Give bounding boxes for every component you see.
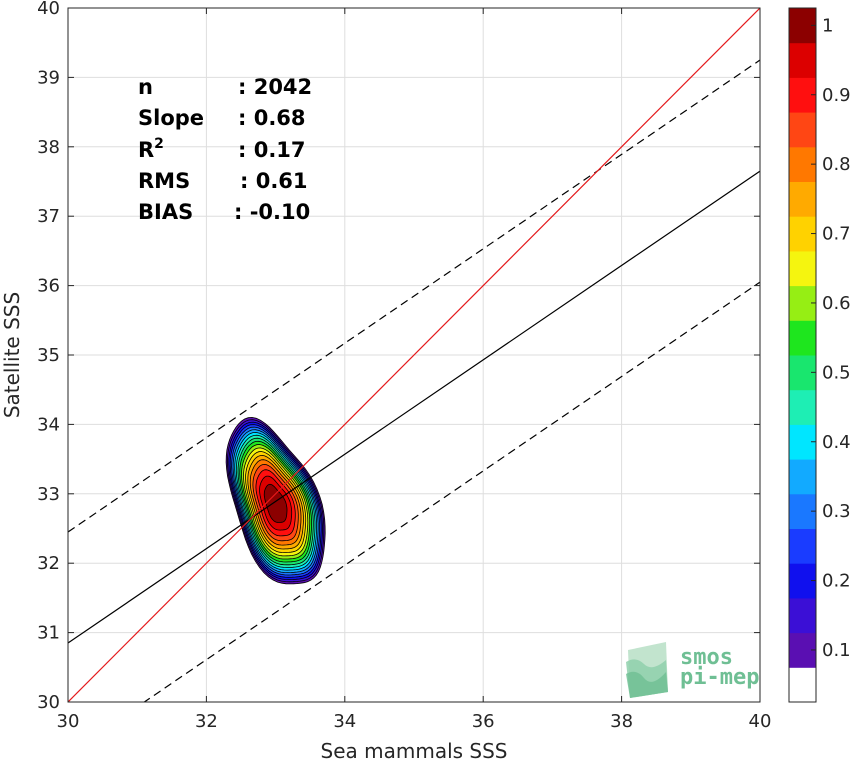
- colorbar-segment: [789, 250, 816, 287]
- y-tick-label: 36: [37, 276, 60, 297]
- stat-value: : 0.68: [238, 106, 306, 130]
- logo-line1: smos: [680, 645, 733, 670]
- colorbar-segment: [789, 42, 816, 78]
- colorbar-tick-label: 0.9: [822, 85, 851, 106]
- colorbar-tick-label: 0.3: [822, 501, 851, 522]
- y-tick-label: 38: [37, 137, 60, 158]
- x-tick-label: 32: [195, 711, 218, 732]
- colorbar-tick-label: 1: [822, 15, 833, 36]
- x-axis-title: Sea mammals SSS: [321, 739, 508, 763]
- colorbar-tick-label: 0.6: [822, 293, 851, 314]
- colorbar-segment: [789, 459, 816, 495]
- colorbar-tick-label: 0.4: [822, 432, 851, 453]
- colorbar: 0.1 0.2 0.3 0.4 0.5 0.6 0.7 0.8 0.9 1: [788, 7, 851, 703]
- upper_bound-line: [68, 59, 760, 533]
- logo-line2: pi-mep: [680, 665, 759, 690]
- stat-value: : 2042: [238, 75, 312, 99]
- stat-value: : 0.17: [238, 138, 306, 162]
- lower_bound-line: [143, 281, 760, 702]
- stat-label: n: [138, 75, 153, 99]
- y-tick-label: 30: [37, 692, 60, 713]
- stat-label: BIAS: [138, 200, 193, 224]
- grid: [68, 8, 760, 702]
- colorbar-tick-label: 0.2: [822, 571, 851, 592]
- x-tick-label: 30: [57, 711, 80, 732]
- colorbar-tick-label: 0.5: [822, 362, 851, 383]
- logo-wave-icon-front: [626, 671, 668, 698]
- y-tick-label: 31: [37, 623, 60, 644]
- stat-label: RMS: [138, 169, 190, 193]
- smos-pimep-logo: smos pi-mep: [626, 642, 759, 698]
- colorbar-segment: [789, 181, 816, 217]
- y-tick-label: 37: [37, 206, 60, 227]
- x-tick-label: 38: [610, 711, 633, 732]
- reference-lines: [68, 8, 760, 702]
- stat-value: : -0.10: [234, 200, 310, 224]
- x-tick-label: 36: [472, 711, 495, 732]
- colorbar-segment: [789, 597, 816, 634]
- colorbar-segment: [789, 320, 816, 356]
- colorbar-segment: [789, 528, 816, 564]
- y-tick-label: 34: [37, 414, 60, 435]
- colorbar-tick-label: 0.8: [822, 154, 851, 175]
- x-tick-label: 40: [749, 711, 772, 732]
- y-tick-label: 40: [37, 0, 60, 19]
- y-axis-title: Satellite SSS: [0, 292, 24, 418]
- regression-line: [68, 170, 760, 644]
- identity-line: [68, 8, 760, 702]
- stat-value: : 0.61: [240, 169, 308, 193]
- colorbar-tick-label: 0.7: [822, 224, 851, 245]
- colorbar-segment: [789, 112, 816, 148]
- y-tick-label: 39: [37, 67, 60, 88]
- x-axis-ticks: 30 32 34 36 38 40: [57, 8, 772, 732]
- y-tick-label: 35: [37, 345, 60, 366]
- colorbar-frame: [788, 7, 817, 703]
- y-tick-label: 33: [37, 484, 60, 505]
- x-tick-label: 34: [333, 711, 356, 732]
- y-axis-ticks: 30 31 32 33 34 35 36 37 38 39 40: [37, 0, 760, 713]
- y-tick-label: 32: [37, 553, 60, 574]
- stat-label: Slope: [138, 106, 204, 130]
- colorbar-segment: [789, 389, 816, 425]
- colorbar-tick-label: 0.1: [822, 640, 851, 661]
- colorbar-segment: [789, 667, 816, 703]
